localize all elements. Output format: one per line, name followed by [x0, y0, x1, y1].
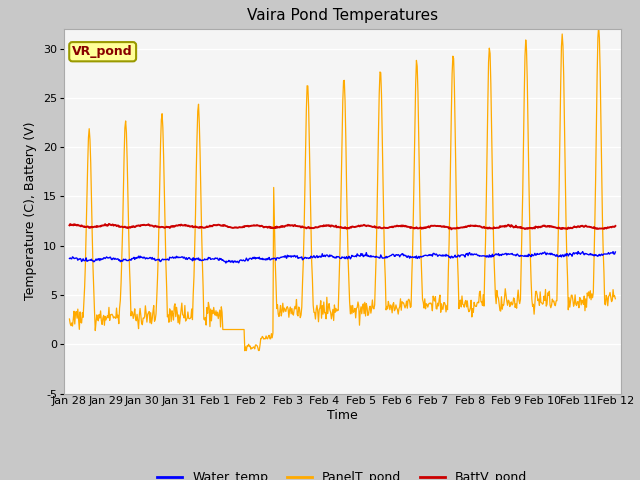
Text: VR_pond: VR_pond — [72, 45, 133, 58]
Y-axis label: Temperature (C), Battery (V): Temperature (C), Battery (V) — [24, 122, 37, 300]
X-axis label: Time: Time — [327, 409, 358, 422]
Legend: Water_temp, PanelT_pond, BattV_pond: Water_temp, PanelT_pond, BattV_pond — [152, 467, 532, 480]
Title: Vaira Pond Temperatures: Vaira Pond Temperatures — [247, 9, 438, 24]
